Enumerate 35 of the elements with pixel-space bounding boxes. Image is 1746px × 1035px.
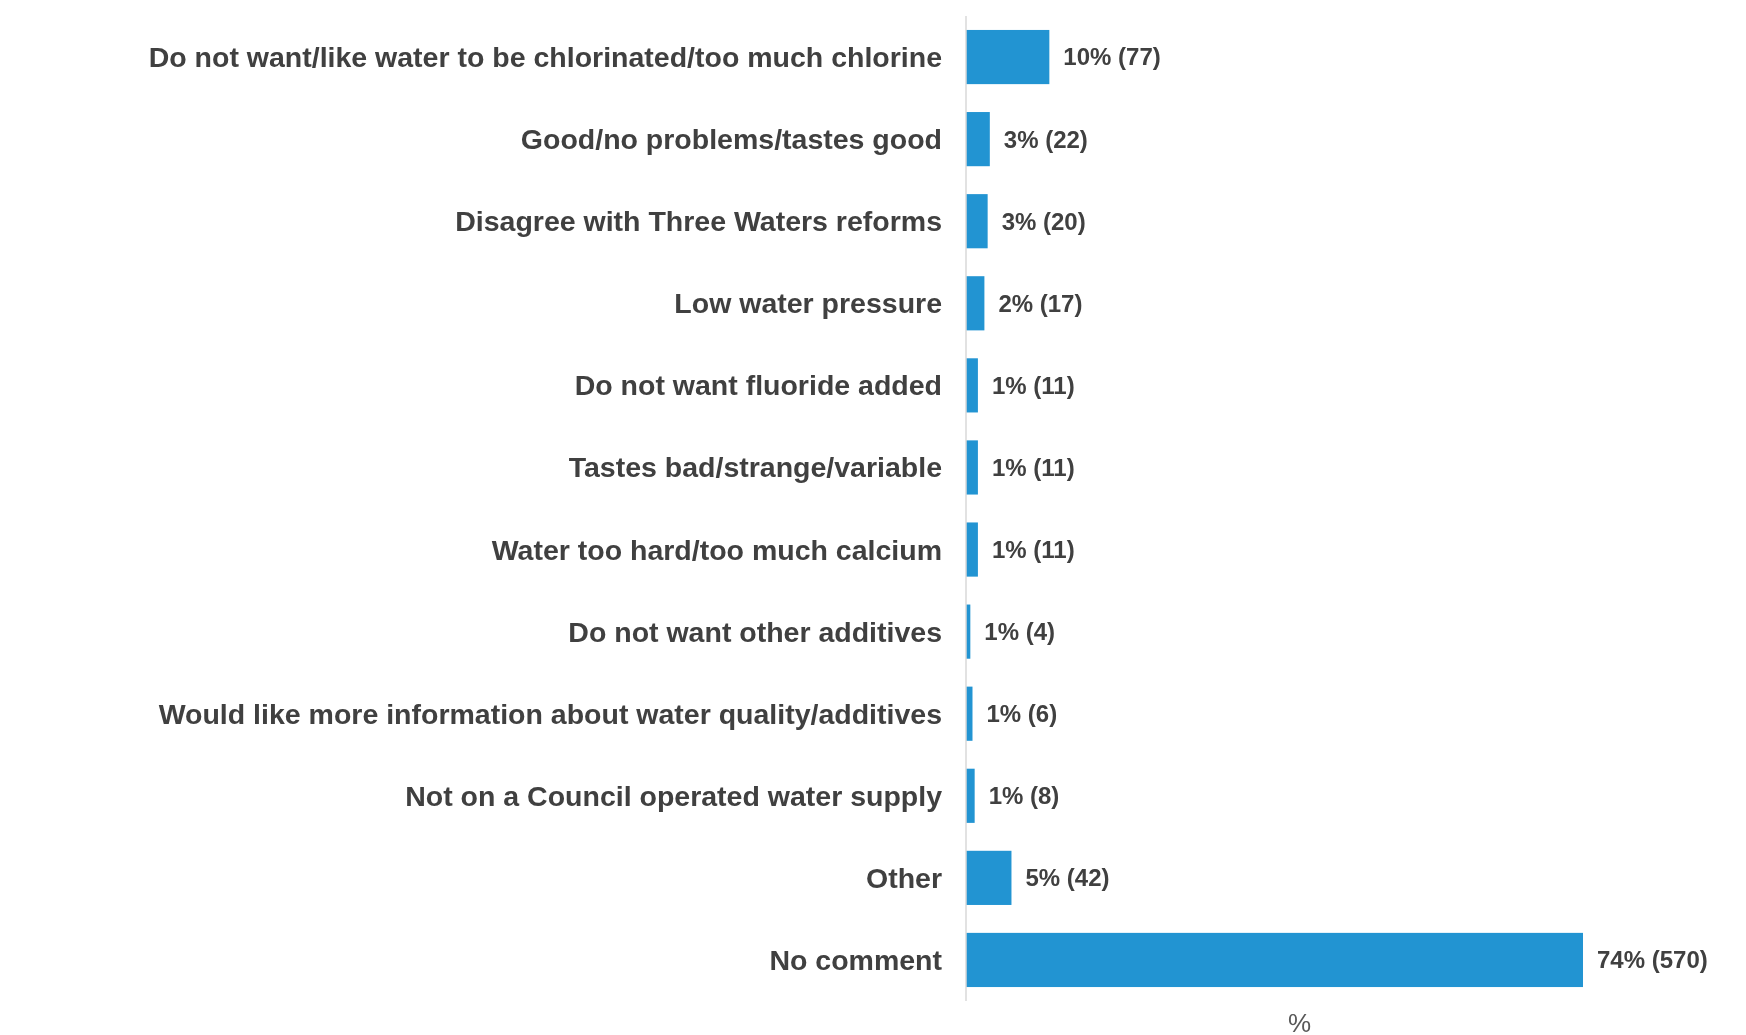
y-tick-label: Not on a Council operated water supply <box>405 779 943 812</box>
y-tick-label: Do not want fluoride added <box>574 369 942 402</box>
bar <box>966 276 985 331</box>
y-tick-label: Do not want other additives <box>568 615 942 648</box>
data-label: 74% (570) <box>1597 946 1708 974</box>
data-label: 3% (22) <box>1003 125 1088 153</box>
y-tick-label: Low water pressure <box>674 287 942 320</box>
bar <box>966 850 1012 905</box>
y-tick-label: Other <box>865 861 942 894</box>
bar <box>966 358 978 413</box>
y-tick-label: Water too hard/too much calcium <box>491 533 942 566</box>
y-tick-label: Disagree with Three Waters reforms <box>455 205 942 238</box>
data-label: 1% (11) <box>991 453 1075 481</box>
y-tick-label: Good/no problems/tastes good <box>520 123 942 156</box>
bar <box>966 194 988 249</box>
data-label: 1% (11) <box>991 371 1075 399</box>
bar <box>966 112 990 167</box>
data-label: 1% (4) <box>984 618 1056 646</box>
data-label: 5% (42) <box>1025 864 1110 892</box>
y-tick-label: Do not want/like water to be chlorinated/too much chlorine <box>148 41 942 74</box>
y-tick-label: Would like more information about water quality/additives <box>158 697 942 730</box>
bar <box>966 440 978 495</box>
bar <box>966 522 978 577</box>
data-label: 1% (6) <box>986 700 1058 728</box>
data-label: 1% (11) <box>991 535 1075 563</box>
bar <box>966 932 1583 988</box>
bar <box>966 768 975 823</box>
x-axis-title: % <box>1287 1008 1312 1035</box>
y-tick-label: Tastes bad/strange/variable <box>568 451 942 484</box>
y-tick-label: No comment <box>769 943 943 976</box>
data-label: 3% (20) <box>1001 207 1086 235</box>
bar <box>966 29 1050 85</box>
data-label: 1% (8) <box>988 782 1060 810</box>
data-label: 2% (17) <box>998 289 1083 317</box>
data-label: 10% (77) <box>1063 43 1161 71</box>
